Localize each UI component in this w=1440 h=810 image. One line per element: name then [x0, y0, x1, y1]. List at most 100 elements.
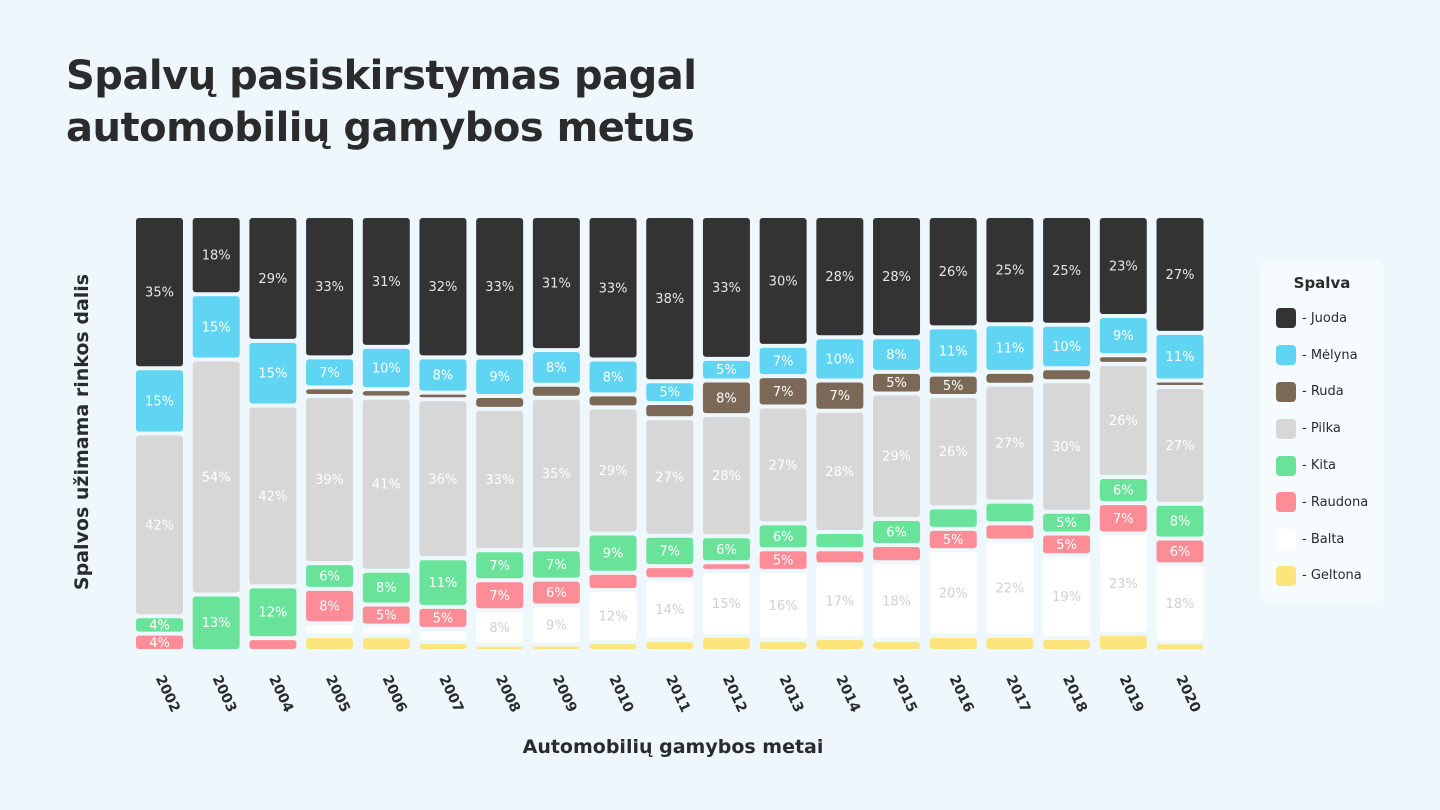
- bar-segment: [929, 638, 977, 649]
- data-label: 28%: [825, 465, 854, 480]
- bar-segment: [646, 581, 694, 639]
- data-label: 42%: [145, 518, 174, 533]
- bar-segment: [589, 592, 637, 641]
- bar-segment: [1156, 540, 1204, 563]
- data-label: 5%: [376, 609, 397, 624]
- bar-segment: [1043, 513, 1091, 532]
- data-label: 27%: [1166, 268, 1195, 283]
- legend-label: - Geltona: [1302, 568, 1362, 584]
- x-tick-label: 2004: [265, 673, 296, 715]
- bar-segment: [702, 382, 750, 414]
- data-label: 28%: [825, 270, 854, 285]
- legend-item: - Kita: [1260, 447, 1384, 484]
- bar-segment: [532, 607, 580, 643]
- bar-segment: [532, 399, 580, 548]
- bar-segment: [1043, 639, 1091, 649]
- x-tick-label: 2002: [152, 673, 183, 715]
- legend-swatch: [1276, 455, 1296, 476]
- bar-segment: [702, 538, 750, 561]
- data-label: 54%: [202, 471, 231, 486]
- bar-segment: [589, 218, 637, 358]
- bar-segment: [136, 218, 183, 367]
- bar-segment: [1043, 557, 1091, 636]
- data-label: 18%: [1166, 597, 1195, 612]
- data-label: 38%: [655, 292, 684, 307]
- x-tick-label: 2005: [322, 673, 353, 715]
- bar-segment: [532, 646, 580, 649]
- bar-segment: [873, 395, 921, 517]
- bar-segment: [646, 642, 694, 649]
- bar-segment: [306, 218, 354, 356]
- data-label: 8%: [376, 581, 397, 596]
- bar-segment: [986, 503, 1034, 522]
- bar-segment: [136, 435, 183, 615]
- bar-segment: [816, 218, 864, 336]
- bar-segment: [419, 608, 467, 627]
- x-tick-label: 2003: [209, 673, 240, 715]
- bar-segment: [646, 218, 694, 380]
- data-label: 28%: [712, 469, 741, 484]
- bar-segment: [1156, 382, 1204, 385]
- legend-swatch: [1276, 345, 1296, 366]
- bar-segment: [362, 572, 410, 603]
- data-label: 8%: [489, 621, 510, 636]
- bar-segment: [1043, 326, 1091, 367]
- x-tick-label: 2008: [492, 673, 523, 715]
- data-label: 18%: [202, 249, 231, 264]
- bar-segment: [192, 296, 240, 358]
- bar-segment: [589, 644, 637, 649]
- legend-label: - Kita: [1302, 458, 1337, 474]
- bar-segment: [136, 618, 183, 632]
- data-label: 16%: [769, 599, 798, 614]
- x-tick-label: 2016: [946, 673, 977, 715]
- data-label: 35%: [542, 467, 571, 482]
- bar-segment: [476, 552, 524, 579]
- data-label: 5%: [716, 363, 737, 378]
- x-tick-label: 2011: [662, 673, 693, 715]
- bar-segment: [702, 360, 750, 379]
- data-label: 26%: [939, 445, 968, 460]
- data-label: 7%: [773, 385, 794, 400]
- data-label: 20%: [939, 587, 968, 602]
- legend-item: - Mėlyna: [1260, 337, 1384, 374]
- data-label: 7%: [773, 355, 794, 370]
- bar-segment: [532, 581, 580, 604]
- data-label: 6%: [1113, 484, 1134, 499]
- bar-segment: [1156, 505, 1204, 537]
- data-label: 14%: [655, 603, 684, 618]
- data-label: 8%: [886, 348, 907, 363]
- legend-swatch: [1276, 308, 1296, 329]
- legend-item: - Juoda: [1260, 300, 1384, 337]
- data-label: 33%: [485, 280, 514, 295]
- data-label: 15%: [145, 394, 174, 409]
- bar-segment: [532, 386, 580, 396]
- data-label: 5%: [1056, 516, 1077, 531]
- bar-segment: [419, 630, 467, 641]
- bar-segment: [986, 525, 1034, 539]
- data-label: 26%: [1109, 414, 1138, 429]
- bar-segment: [249, 342, 297, 404]
- data-label: 41%: [372, 478, 401, 493]
- bar-segment: [589, 396, 637, 406]
- bar-segment: [1156, 334, 1204, 379]
- bar-segment: [873, 520, 921, 543]
- bar-segment: [929, 218, 977, 326]
- x-tick-label: 2019: [1116, 673, 1147, 715]
- bar-segment: [532, 352, 580, 383]
- data-label: 23%: [1109, 577, 1138, 592]
- bar-segment: [192, 361, 240, 593]
- bar-segment: [816, 640, 864, 649]
- data-label: 36%: [429, 472, 458, 487]
- bar-segment: [589, 535, 637, 571]
- bar-segment: [816, 412, 864, 530]
- bar-segment: [1043, 383, 1091, 510]
- bar-segment: [873, 373, 921, 392]
- bar-segment: [1043, 218, 1091, 323]
- bar-segment: [929, 398, 977, 506]
- legend: Spalva - Juoda - Mėlyna - Ruda - Pilka - Kit…: [1260, 260, 1384, 602]
- data-label: 6%: [546, 586, 567, 601]
- legend-swatch: [1276, 529, 1296, 550]
- bar-segment: [249, 588, 297, 637]
- data-label: 29%: [882, 450, 911, 465]
